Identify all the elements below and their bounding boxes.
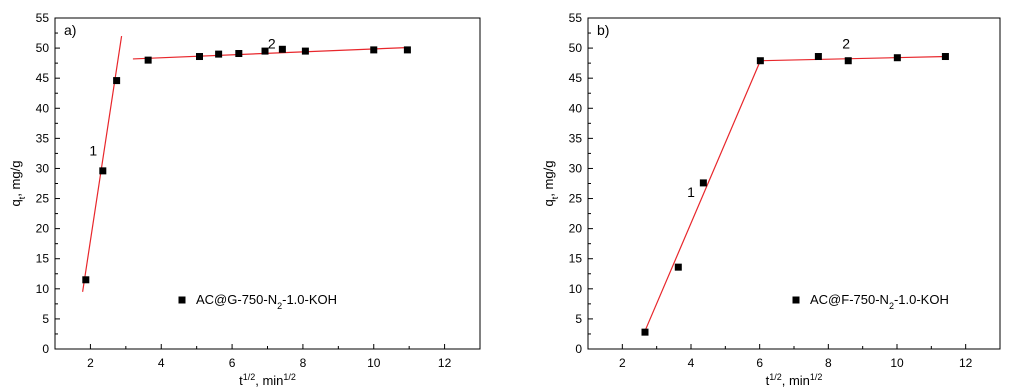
panel-label: b) [597,22,609,38]
data-point [235,50,243,58]
y-tick-label: 0 [575,342,582,356]
data-point [674,263,682,271]
x-axis-label: t1/2, min1/2 [766,372,823,388]
y-tick-label: 15 [569,252,583,266]
y-tick-label: 30 [36,161,50,175]
data-point [99,167,107,175]
legend-label: AC@G-750-N2-1.0-KOH [196,292,337,311]
data-point [756,57,764,65]
y-tick-label: 10 [36,282,50,296]
x-tick-label: 2 [619,356,626,370]
y-tick-label: 0 [42,342,49,356]
legend-label: AC@F-750-N2-1.0-KOH [810,292,949,311]
y-tick-label: 55 [36,11,50,25]
y-tick-label: 40 [569,101,583,115]
y-tick-label: 5 [42,312,49,326]
fit-line-2 [760,55,947,62]
data-point [196,53,203,61]
data-point [261,47,269,55]
legend-marker [792,296,800,304]
data-point [113,77,121,85]
y-tick-label: 35 [569,131,583,145]
data-point [844,57,852,65]
y-tick-label: 30 [569,161,583,175]
x-tick-label: 4 [688,356,695,370]
data-point [641,328,649,336]
y-tick-label: 35 [36,131,50,145]
x-tick-label: 12 [438,356,452,370]
y-tick-label: 20 [36,222,50,236]
x-tick-label: 4 [158,356,165,370]
data-point [278,45,286,53]
data-point [82,276,90,284]
y-tick-label: 50 [36,41,50,55]
x-tick-label: 6 [756,356,763,370]
y-tick-label: 50 [569,41,583,55]
segment-label: 1 [89,142,97,158]
x-tick-label: 2 [87,356,94,370]
y-axis-label: qt, mg/g [8,161,27,207]
y-tick-label: 20 [569,222,583,236]
y-tick-label: 10 [569,282,583,296]
fit-line-2 [132,46,410,60]
y-tick-label: 25 [569,192,583,206]
data-point [370,46,378,54]
data-point [814,53,822,61]
y-tick-label: 45 [569,71,583,85]
x-tick-label: 12 [959,356,973,370]
fit-line-1 [82,35,123,292]
segment-label: 1 [687,184,695,200]
x-tick-label: 10 [367,356,381,370]
x-axis-label: t1/2, min1/2 [239,372,296,388]
data-point [699,179,707,187]
y-tick-label: 55 [569,11,583,25]
x-tick-label: 6 [229,356,236,370]
segment-label: 2 [268,35,276,51]
x-tick-label: 8 [300,356,307,370]
y-tick-label: 5 [575,312,582,326]
x-tick-label: 8 [825,356,832,370]
segment-label: 2 [842,35,850,51]
y-tick-label: 15 [36,252,50,266]
data-point [941,53,949,61]
y-axis-label: qt, mg/g [541,161,560,207]
y-tick-label: 40 [36,101,50,115]
data-point [144,56,152,64]
x-tick-label: 10 [890,356,904,370]
y-tick-label: 45 [36,71,50,85]
legend-marker [178,296,186,304]
data-point [301,47,309,55]
y-tick-label: 25 [36,192,50,206]
data-point [215,50,223,58]
data-point [403,46,411,54]
panel-label: a) [64,22,76,38]
data-point [893,54,901,62]
fit-line-1 [644,60,761,332]
